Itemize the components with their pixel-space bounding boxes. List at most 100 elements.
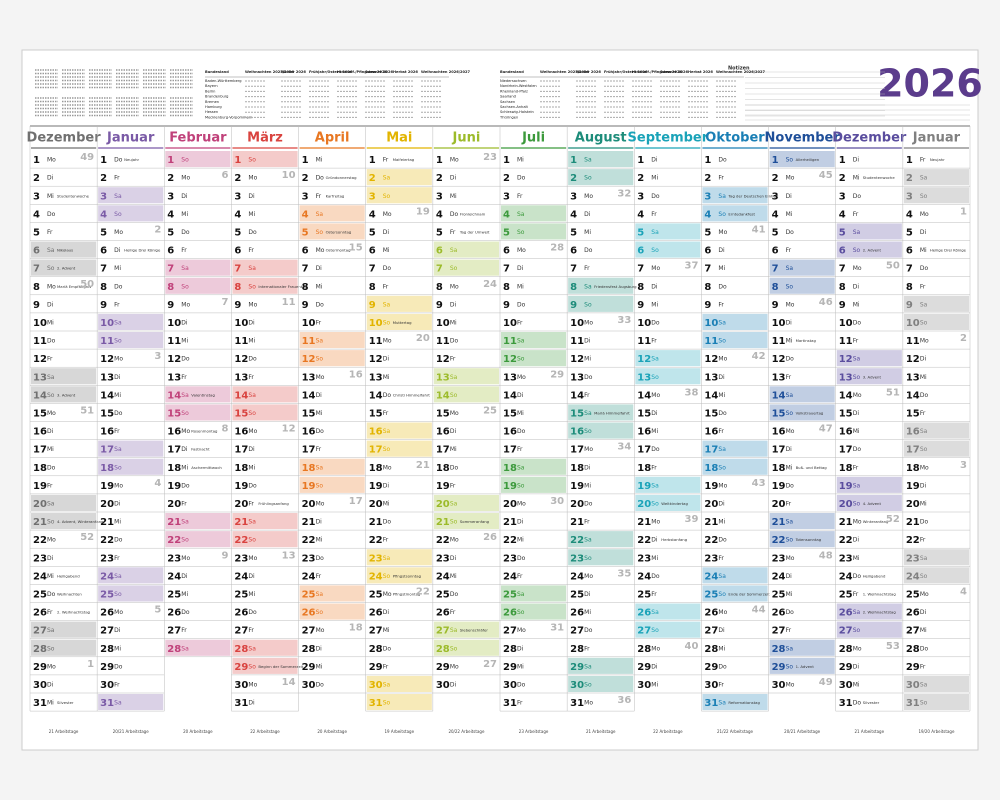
weekday: So bbox=[651, 627, 659, 634]
weekday: Sa bbox=[920, 428, 928, 435]
weekday: Do bbox=[181, 482, 190, 489]
weekday: Fr bbox=[786, 500, 792, 507]
day-note: Muttertag bbox=[393, 320, 412, 325]
day-note: Valentinstag bbox=[191, 392, 215, 397]
weekday: Do bbox=[47, 464, 56, 471]
weekend-shade bbox=[165, 513, 231, 530]
weekday: Di bbox=[450, 301, 457, 308]
weekend-shade bbox=[433, 639, 499, 656]
day-number: 19 bbox=[100, 481, 114, 492]
weekday: Do bbox=[853, 319, 862, 326]
day-number: 27 bbox=[369, 626, 383, 637]
day-number: 21 bbox=[570, 517, 584, 528]
day-number: 30 bbox=[100, 680, 114, 691]
day-number: 16 bbox=[369, 427, 383, 438]
weekday: Mo bbox=[47, 537, 56, 544]
day-number: 21 bbox=[772, 517, 786, 528]
day-number: 8 bbox=[772, 282, 779, 293]
day-number: 18 bbox=[369, 463, 383, 474]
working-days: 20 Arbeitstage bbox=[317, 729, 347, 734]
weekday: Di bbox=[786, 573, 793, 580]
weekend-shade bbox=[702, 440, 768, 457]
weekday: Do bbox=[651, 319, 660, 326]
weekday: Fr bbox=[718, 301, 724, 308]
day-note: Beginn der Sommerzeit bbox=[258, 664, 303, 669]
day-number: 14 bbox=[167, 390, 181, 401]
week-number: 14 bbox=[282, 677, 296, 688]
day-number: 15 bbox=[234, 408, 248, 419]
weekday: Mo bbox=[718, 229, 727, 236]
day-number: 11 bbox=[234, 336, 248, 347]
day-number: 6 bbox=[906, 246, 913, 257]
weekday: Di bbox=[181, 446, 188, 453]
weekday: Do bbox=[383, 265, 392, 272]
week-number: 11 bbox=[282, 297, 296, 308]
weekday: Fr bbox=[316, 193, 322, 200]
day-number: 6 bbox=[369, 246, 376, 257]
weekday: Mo bbox=[181, 175, 190, 182]
weekday: Di bbox=[248, 446, 255, 453]
weekday: Do bbox=[383, 645, 392, 652]
weekday: Mi bbox=[316, 663, 323, 670]
day-number: 9 bbox=[637, 300, 644, 311]
day-number: 14 bbox=[570, 390, 584, 401]
weekend-shade bbox=[433, 513, 499, 530]
weekday: Sa bbox=[248, 519, 256, 526]
weekday: So bbox=[383, 573, 391, 580]
year: 2026 bbox=[877, 62, 983, 106]
weekday: Fr bbox=[718, 175, 724, 182]
day-number: 1 bbox=[369, 155, 376, 166]
day-note: Tag der Deutschen Einheit bbox=[727, 193, 778, 198]
day-number: 18 bbox=[436, 463, 450, 474]
weekend-shade bbox=[165, 531, 231, 548]
weekday: Di bbox=[584, 591, 591, 598]
weekday: Mi bbox=[651, 428, 658, 435]
day-number: 15 bbox=[302, 408, 316, 419]
weekend-shade bbox=[836, 603, 902, 620]
weekday: Fr bbox=[450, 609, 456, 616]
day-number: 2 bbox=[100, 173, 107, 184]
day-number: 11 bbox=[33, 336, 47, 347]
weekday: So bbox=[114, 211, 122, 218]
weekday: Fr bbox=[920, 157, 926, 164]
weekend-shade bbox=[501, 332, 567, 349]
weekday: Sa bbox=[786, 265, 794, 272]
month-name: September bbox=[628, 131, 709, 146]
weekday: Fr bbox=[651, 338, 657, 345]
weekday: Mo bbox=[114, 356, 123, 363]
weekday: Mi bbox=[853, 428, 860, 435]
week-number: 28 bbox=[550, 243, 564, 254]
week-number: 3 bbox=[960, 460, 967, 471]
day-number: 17 bbox=[436, 445, 450, 456]
day-number: 5 bbox=[369, 227, 376, 238]
weekday: Mi bbox=[517, 157, 524, 164]
day-number: 23 bbox=[167, 553, 181, 564]
day-number: 4 bbox=[167, 209, 174, 220]
day-number: 6 bbox=[839, 246, 846, 257]
weekend-shade bbox=[635, 350, 701, 367]
weekday: Di bbox=[718, 627, 725, 634]
weekday: Mi bbox=[248, 211, 255, 218]
day-number: 23 bbox=[302, 553, 316, 564]
weekday: Di bbox=[47, 555, 54, 562]
weekday: Sa bbox=[584, 663, 592, 670]
weekend-shade bbox=[31, 386, 97, 403]
month-name: April bbox=[315, 131, 350, 146]
day-note: Neujahr bbox=[124, 157, 139, 162]
day-number: 8 bbox=[436, 282, 443, 293]
weekday: Fr bbox=[316, 319, 322, 326]
weekday: Do bbox=[248, 482, 257, 489]
day-number: 31 bbox=[906, 698, 920, 709]
day-number: 7 bbox=[906, 264, 913, 275]
day-number: 1 bbox=[906, 155, 913, 166]
week-number: 45 bbox=[819, 170, 833, 181]
week-number: 4 bbox=[960, 586, 967, 597]
weekday: Sa bbox=[114, 573, 122, 580]
day-number: 19 bbox=[772, 481, 786, 492]
weekend-shade bbox=[299, 332, 365, 349]
weekday: Fr bbox=[450, 356, 456, 363]
day-number: 21 bbox=[906, 517, 920, 528]
day-number: 19 bbox=[33, 481, 47, 492]
weekday: Di bbox=[853, 283, 860, 290]
day-number: 5 bbox=[570, 227, 577, 238]
